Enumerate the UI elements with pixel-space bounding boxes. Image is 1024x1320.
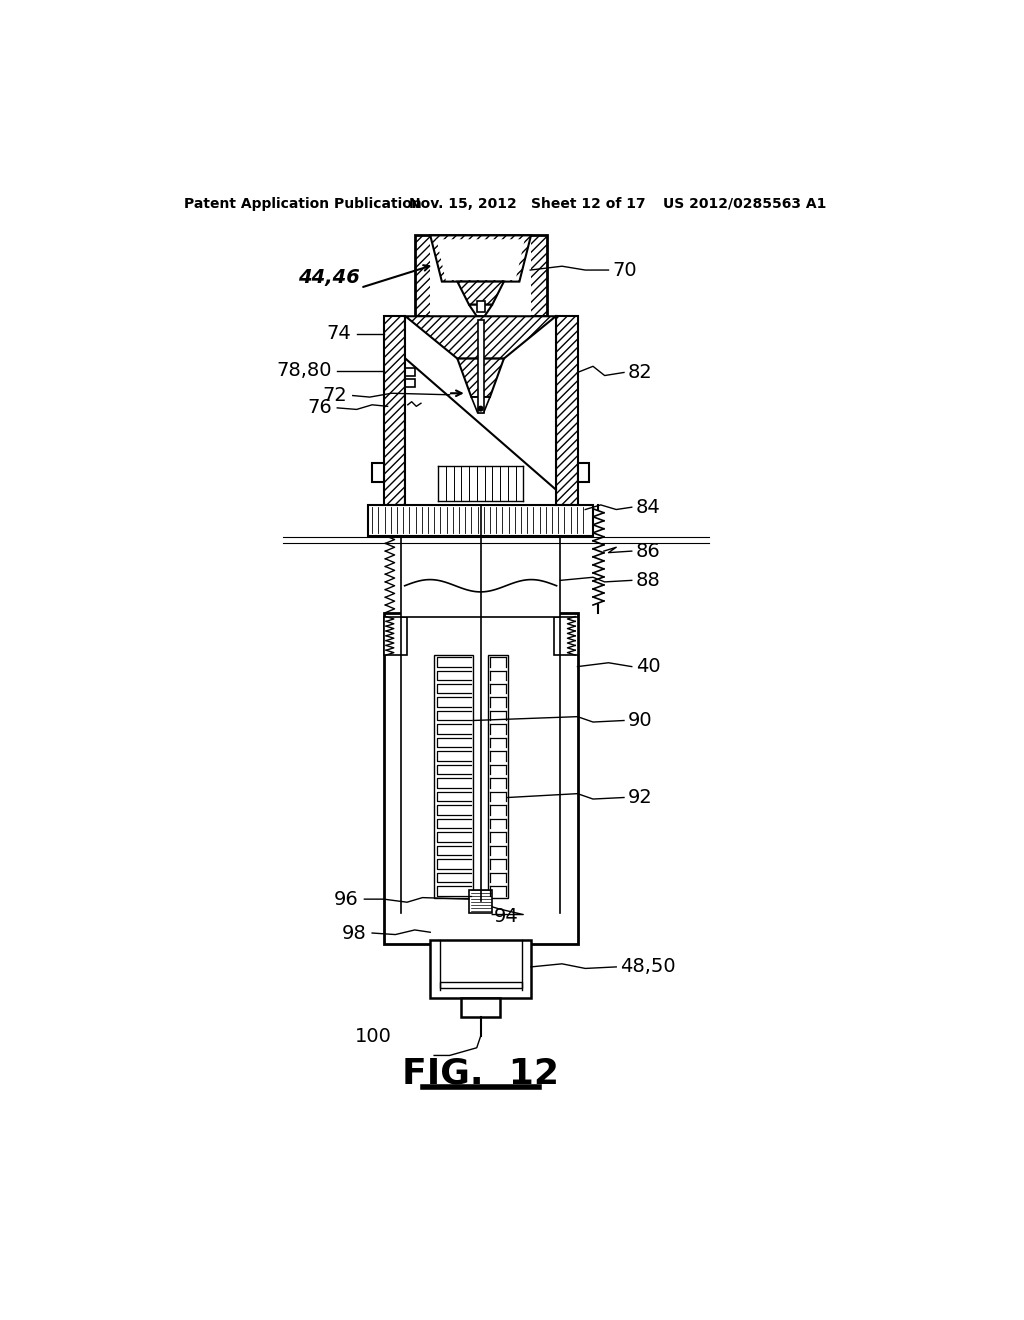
Text: 84: 84 (636, 498, 660, 516)
Bar (384, 317, 406, 506)
Bar (488, 655, 508, 898)
Bar (430, 235, 531, 317)
Circle shape (478, 407, 483, 411)
Bar (369, 506, 593, 536)
Bar (556, 317, 578, 506)
Bar (415, 235, 547, 317)
Text: 92: 92 (628, 788, 652, 807)
Bar (372, 462, 384, 482)
Text: 78,80: 78,80 (276, 362, 332, 380)
Text: 96: 96 (334, 890, 359, 908)
Text: Nov. 15, 2012: Nov. 15, 2012 (409, 197, 516, 211)
Text: 90: 90 (628, 711, 652, 730)
Polygon shape (458, 281, 504, 305)
Bar (461, 998, 500, 1016)
Bar (477, 301, 484, 313)
Bar (400, 536, 560, 616)
Bar (477, 321, 483, 412)
Text: 44,46: 44,46 (299, 268, 360, 288)
Polygon shape (430, 235, 531, 281)
Bar (415, 235, 547, 317)
Text: 72: 72 (323, 385, 347, 405)
Polygon shape (458, 359, 504, 397)
Bar (469, 890, 493, 913)
Text: 70: 70 (612, 260, 637, 280)
Text: FIG.  12: FIG. 12 (402, 1056, 559, 1090)
Text: 48,50: 48,50 (621, 957, 676, 977)
Polygon shape (469, 305, 493, 317)
Bar (439, 982, 521, 989)
Bar (430, 940, 531, 998)
Bar (384, 317, 406, 506)
Bar (434, 655, 473, 898)
Bar (384, 612, 578, 944)
Text: 86: 86 (636, 541, 660, 561)
Text: 82: 82 (628, 363, 652, 381)
Bar (406, 317, 556, 506)
Text: 40: 40 (636, 657, 660, 676)
Polygon shape (436, 239, 524, 280)
Text: Sheet 12 of 17: Sheet 12 of 17 (531, 197, 645, 211)
Bar (578, 462, 589, 482)
Text: Patent Application Publication: Patent Application Publication (183, 197, 422, 211)
Text: US 2012/0285563 A1: US 2012/0285563 A1 (663, 197, 826, 211)
Text: 100: 100 (354, 1027, 391, 1045)
Bar (406, 368, 415, 376)
Text: 74: 74 (327, 325, 351, 343)
Bar (384, 616, 407, 655)
Polygon shape (471, 397, 489, 412)
Text: 94: 94 (494, 907, 518, 927)
Bar (554, 616, 578, 655)
Text: 76: 76 (307, 399, 332, 417)
Text: 88: 88 (636, 570, 660, 590)
Polygon shape (406, 317, 556, 359)
Bar (556, 317, 578, 506)
Text: 98: 98 (342, 924, 367, 942)
Bar (406, 379, 415, 387)
